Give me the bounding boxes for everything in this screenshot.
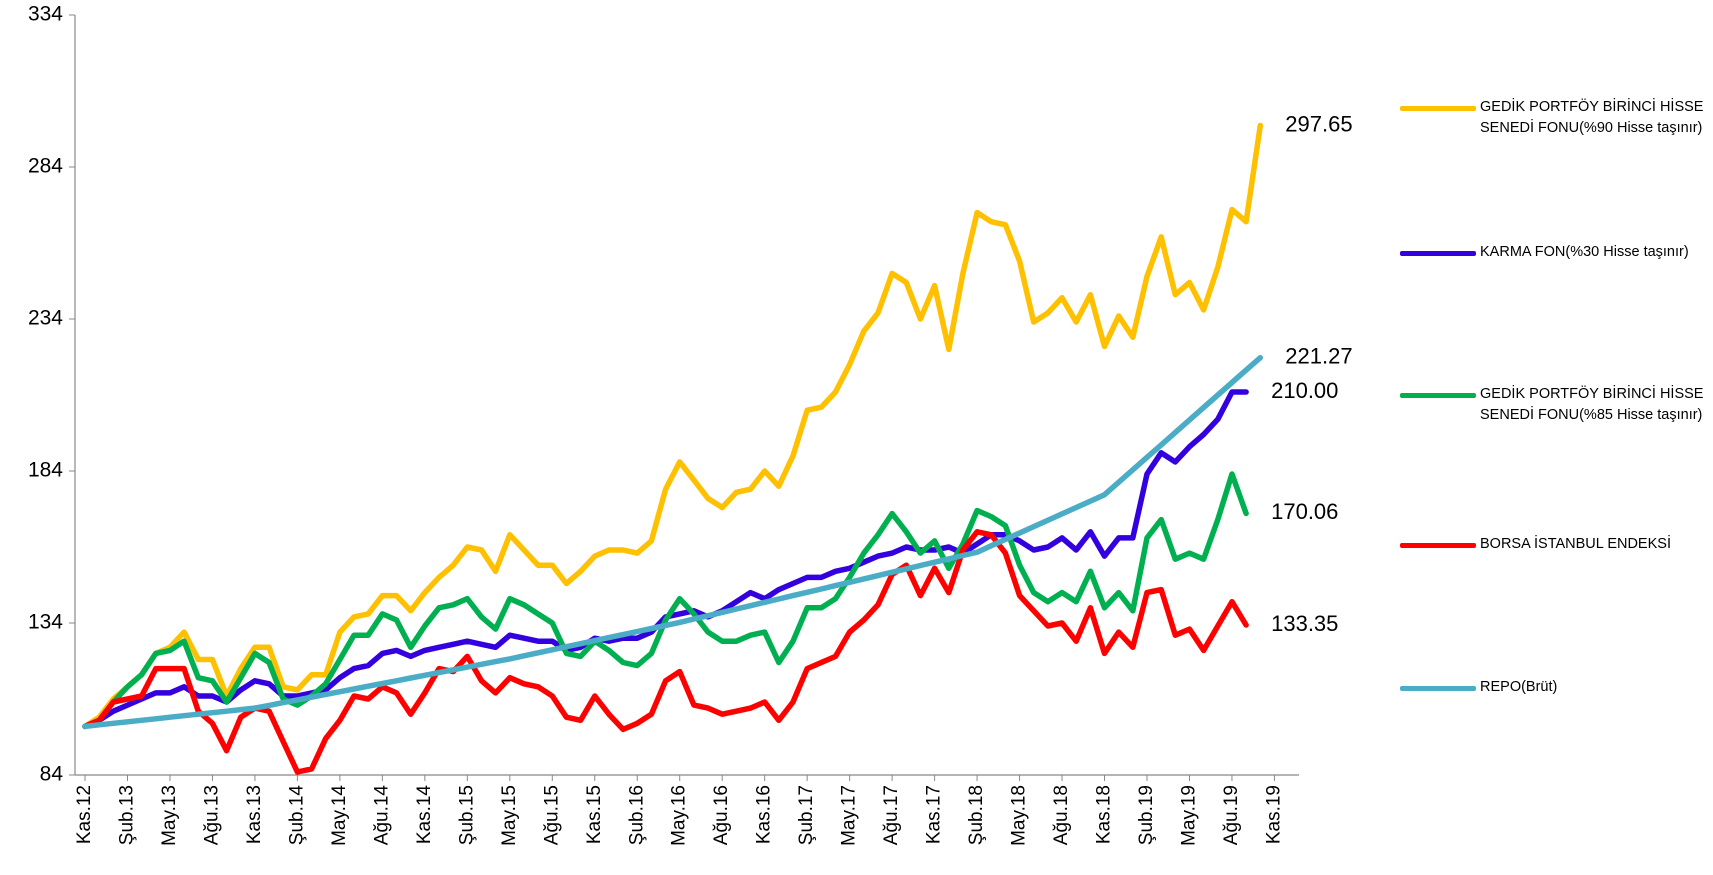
x-tick-label: Ağu.19: [1221, 785, 1242, 845]
legend-item: BORSA İSTANBUL ENDEKSİ: [1400, 534, 1712, 555]
legend-label: REPO(Brüt): [1480, 679, 1558, 695]
series-line: [82, 354, 1264, 730]
x-tick-label: Şub.14: [286, 785, 307, 846]
legend-label: BORSA İSTANBUL ENDEKSİ: [1480, 536, 1671, 552]
legend-swatch: [1400, 686, 1476, 691]
legend-label: KARMA FON(%30 Hisse taşınır): [1480, 244, 1689, 260]
value-label: 133.35: [1271, 611, 1338, 636]
x-tick-label: May.16: [669, 785, 690, 846]
legend-item: KARMA FON(%30 Hisse taşınır): [1400, 242, 1712, 263]
x-tick-label: Şub.15: [456, 785, 477, 845]
x-tick-label: May.15: [499, 785, 520, 846]
legend-label: GEDİK PORTFÖY BİRİNCİ HİSSE SENEDİ FONU(…: [1480, 386, 1704, 423]
series-line: [82, 529, 1249, 775]
x-tick-label: Kas.12: [74, 785, 95, 844]
x-tick-label: Ağu.14: [371, 785, 392, 846]
y-tick-label: 184: [28, 459, 63, 482]
x-tick-label: Ağu.17: [881, 785, 902, 845]
x-tick-label: Şub.13: [116, 785, 137, 845]
x-tick-label: May.14: [329, 785, 350, 846]
x-tick-label: Kas.16: [754, 785, 775, 844]
x-tick-label: Ağu.15: [541, 785, 562, 845]
x-tick-label: May.13: [159, 785, 180, 846]
series-line: [82, 471, 1249, 730]
value-label: 170.06: [1271, 499, 1338, 524]
x-tick-label: Şub.16: [626, 785, 647, 845]
x-tick-label: Kas.13: [244, 785, 265, 844]
legend-swatch: [1400, 251, 1476, 256]
x-tick-label: May.18: [1009, 785, 1030, 846]
y-tick-label: 84: [40, 763, 64, 786]
x-tick-label: Şub.19: [1136, 785, 1157, 845]
y-tick-label: 134: [28, 611, 63, 634]
y-tick-label: 234: [28, 307, 63, 330]
legend-item: GEDİK PORTFÖY BİRİNCİ HİSSE SENEDİ FONU(…: [1400, 97, 1712, 139]
x-tick-label: Kas.15: [584, 785, 605, 844]
series-line: [82, 122, 1264, 730]
y-tick-label: 284: [28, 155, 63, 178]
legend-swatch: [1400, 106, 1476, 111]
x-tick-label: Şub.18: [966, 785, 987, 845]
x-tick-label: May.17: [839, 785, 860, 846]
x-tick-label: Ağu.13: [201, 785, 222, 845]
x-tick-label: Ağu.18: [1051, 785, 1072, 845]
x-tick-label: Kas.18: [1094, 785, 1115, 844]
legend-label: GEDİK PORTFÖY BİRİNCİ HİSSE SENEDİ FONU(…: [1480, 99, 1704, 136]
legend-swatch: [1400, 543, 1476, 548]
x-tick-label: Kas.14: [414, 785, 435, 845]
legend-item: REPO(Brüt): [1400, 677, 1712, 698]
x-tick-label: Ağu.16: [711, 785, 732, 845]
x-tick-label: Şub.17: [796, 785, 817, 845]
legend-swatch: [1400, 393, 1476, 398]
series-line: [82, 389, 1249, 730]
y-tick-label: 334: [28, 3, 63, 26]
value-label: 221.27: [1285, 344, 1352, 369]
value-label: 210.00: [1271, 378, 1338, 403]
x-tick-label: Kas.19: [1263, 785, 1284, 844]
value-label: 297.65: [1285, 111, 1352, 136]
legend-item: GEDİK PORTFÖY BİRİNCİ HİSSE SENEDİ FONU(…: [1400, 384, 1712, 426]
x-tick-label: Kas.17: [924, 785, 945, 844]
x-tick-label: May.19: [1178, 785, 1199, 846]
